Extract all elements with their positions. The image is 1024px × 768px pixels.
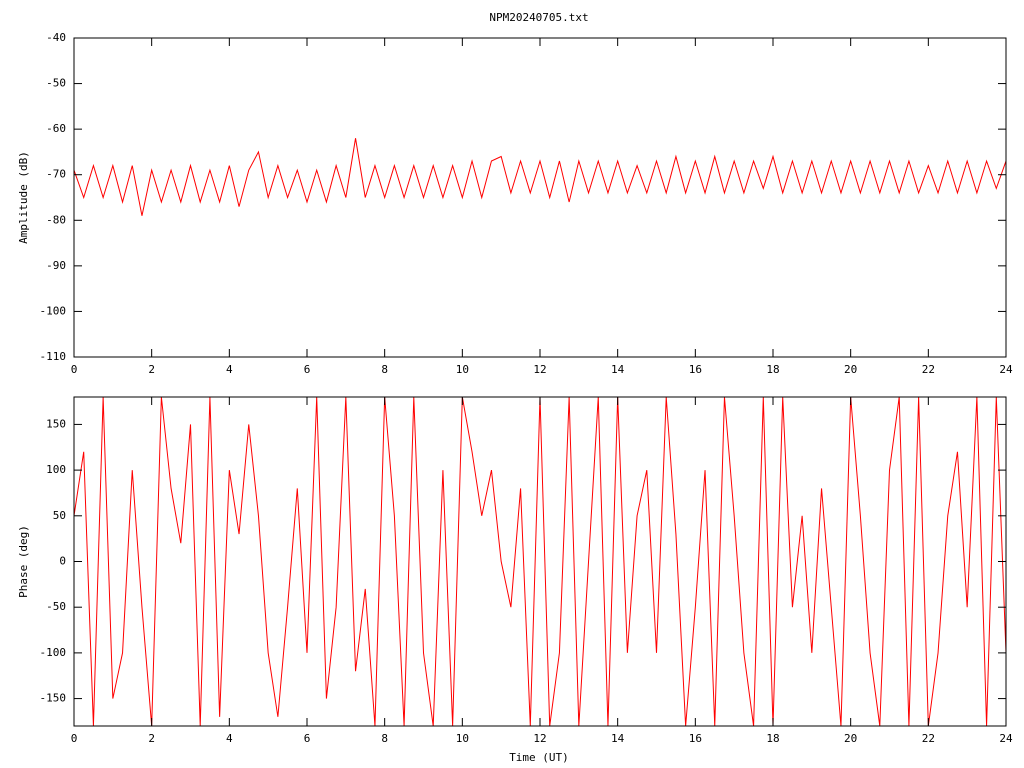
x-tick-label: 4 [226, 363, 233, 376]
x-axis-label: Time (UT) [509, 751, 569, 764]
x-tick-label: 14 [611, 363, 625, 376]
y-tick-label: -80 [46, 213, 66, 226]
y-tick-label: -50 [46, 77, 66, 90]
x-tick-label: 4 [226, 732, 233, 745]
x-tick-label: 16 [689, 732, 702, 745]
x-tick-label: 20 [844, 732, 857, 745]
x-tick-label: 24 [999, 363, 1013, 376]
x-tick-label: 8 [381, 732, 388, 745]
x-tick-label: 10 [456, 732, 469, 745]
x-tick-label: 0 [71, 732, 78, 745]
y-axis-label: Phase (deg) [17, 525, 30, 598]
x-tick-label: 6 [304, 732, 311, 745]
x-tick-label: 22 [922, 363, 935, 376]
x-tick-label: 24 [999, 732, 1013, 745]
data-line [73, 138, 1007, 216]
y-tick-label: -100 [40, 304, 67, 317]
x-tick-label: 12 [533, 732, 546, 745]
chart-title: NPM20240705.txt [489, 11, 588, 24]
x-tick-label: 22 [922, 732, 935, 745]
y-axis-label: Amplitude (dB) [17, 151, 30, 244]
y-tick-label: 150 [46, 417, 66, 430]
x-tick-label: 6 [304, 363, 311, 376]
y-tick-label: 100 [46, 463, 66, 476]
x-tick-label: 20 [844, 363, 857, 376]
y-tick-label: -50 [46, 600, 66, 613]
x-tick-label: 2 [148, 363, 155, 376]
data-line [73, 396, 1007, 727]
x-tick-label: 10 [456, 363, 469, 376]
x-tick-label: 18 [766, 363, 779, 376]
y-tick-label: -90 [46, 259, 66, 272]
x-tick-label: 0 [71, 363, 78, 376]
y-tick-label: -100 [40, 646, 67, 659]
x-tick-label: 16 [689, 363, 702, 376]
y-tick-label: -60 [46, 122, 66, 135]
x-tick-label: 18 [766, 732, 779, 745]
plot-frame [73, 37, 1007, 358]
plot-frame [73, 396, 1007, 727]
x-tick-label: 8 [381, 363, 388, 376]
y-tick-label: -150 [40, 692, 67, 705]
y-tick-label: -110 [40, 350, 67, 363]
y-tick-label: -70 [46, 168, 66, 181]
y-tick-label: 0 [59, 555, 66, 568]
y-tick-label: 50 [53, 509, 66, 522]
x-tick-label: 12 [533, 363, 546, 376]
x-tick-label: 14 [611, 732, 625, 745]
y-tick-label: -40 [46, 31, 66, 44]
x-tick-label: 2 [148, 732, 155, 745]
